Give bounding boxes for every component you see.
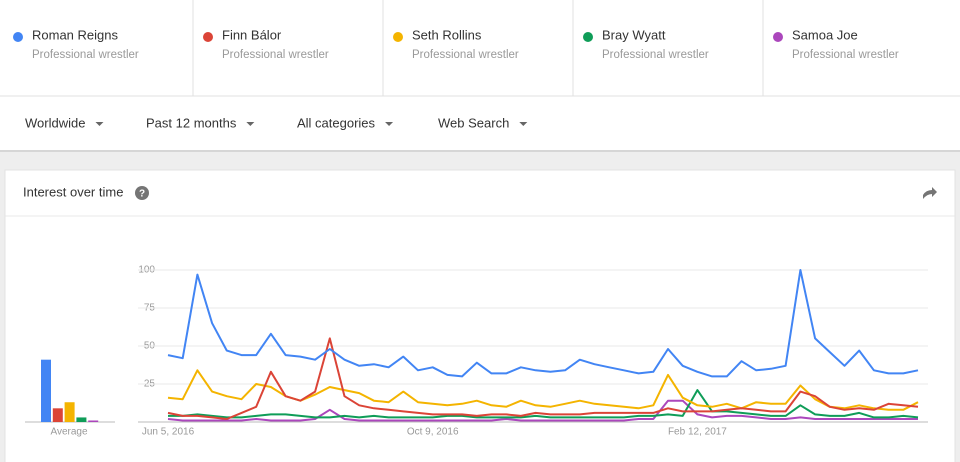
- top-area: [0, 0, 960, 150]
- series-line: [167, 269, 919, 378]
- card-title: Interest over time: [23, 184, 123, 199]
- term-dot: [583, 32, 593, 42]
- help-icon[interactable]: [135, 186, 149, 200]
- shadow: [0, 150, 960, 152]
- x-tick-label: Feb 12, 2017: [668, 427, 727, 438]
- term-description: Professional wrestler: [602, 49, 709, 61]
- filter-dropdown[interactable]: All categories: [297, 115, 376, 130]
- term-description: Professional wrestler: [412, 49, 519, 61]
- dropdown-arrow: [519, 122, 528, 126]
- average-bar: [64, 402, 75, 422]
- term-name[interactable]: Finn Bálor: [222, 27, 282, 42]
- share-icon[interactable]: [923, 187, 937, 199]
- average-bar: [76, 417, 87, 422]
- dropdown-arrow: [246, 122, 255, 126]
- filter-dropdown[interactable]: Worldwide: [25, 115, 85, 130]
- series-line: [168, 389, 919, 419]
- filter-dropdown[interactable]: Past 12 months: [146, 115, 237, 130]
- average-label: Average: [50, 427, 88, 438]
- term-description: Professional wrestler: [32, 49, 139, 61]
- x-tick-label: Oct 9, 2016: [407, 427, 459, 438]
- card: [4, 169, 956, 462]
- filter-dropdown[interactable]: Web Search: [438, 115, 509, 130]
- term-name[interactable]: Roman Reigns: [32, 27, 118, 42]
- dropdown-arrow: [95, 122, 104, 126]
- term-name[interactable]: Seth Rollins: [412, 27, 482, 42]
- series-line: [167, 337, 919, 420]
- dropdown-arrow: [385, 122, 394, 126]
- term-dot: [393, 32, 403, 42]
- term-dot: [13, 32, 23, 42]
- term-name[interactable]: Bray Wyatt: [602, 27, 666, 42]
- help-icon-text[interactable]: ?: [139, 189, 145, 200]
- term-description: Professional wrestler: [792, 49, 899, 61]
- average-bar: [52, 408, 63, 422]
- term-dot: [773, 32, 783, 42]
- term-name[interactable]: Samoa Joe: [792, 27, 858, 42]
- average-bar: [88, 420, 99, 422]
- term-dot: [203, 32, 213, 42]
- term-description: Professional wrestler: [222, 49, 329, 61]
- x-tick-label: Jun 5, 2016: [142, 427, 195, 438]
- series-line: [167, 399, 918, 422]
- average-bar: [41, 359, 51, 422]
